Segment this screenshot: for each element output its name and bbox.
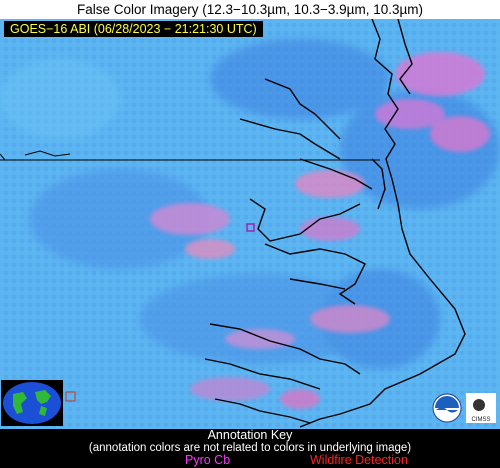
false-color-map (0, 19, 500, 429)
coastline (204, 19, 466, 428)
boundary-squiggle (0, 150, 71, 161)
globe-location-box (65, 391, 76, 402)
legend-pyro-cb: Pyro Cb (185, 453, 231, 467)
continent-shape (39, 406, 47, 416)
location-marker (246, 223, 255, 232)
legend-wildfire-detection: Wildfire Detection (310, 453, 408, 467)
pink-cloud-areas (150, 52, 490, 409)
globe-inset (1, 380, 63, 426)
satellite-timestamp: GOES−16 ABI (06/28/2023 − 21:21:30 UTC) (4, 21, 263, 37)
image-title: False Color Imagery (12.3−10.3µm, 10.3−3… (0, 0, 500, 19)
agency-logos: CIMSS (432, 393, 496, 423)
continent-shape (35, 390, 51, 404)
cimss-logo-text: CIMSS (471, 417, 490, 423)
continent-shape (13, 392, 27, 414)
annotation-key-title: Annotation Key (207, 428, 293, 442)
noaa-logo (432, 393, 462, 423)
annotation-key-note: (annotation colors are not related to co… (88, 442, 412, 454)
annotation-key-legend: Pyro Cb Wildfire Detection (0, 454, 500, 467)
annotation-key: Annotation Key (annotation colors are no… (0, 429, 500, 468)
cimss-logo: CIMSS (466, 393, 496, 423)
